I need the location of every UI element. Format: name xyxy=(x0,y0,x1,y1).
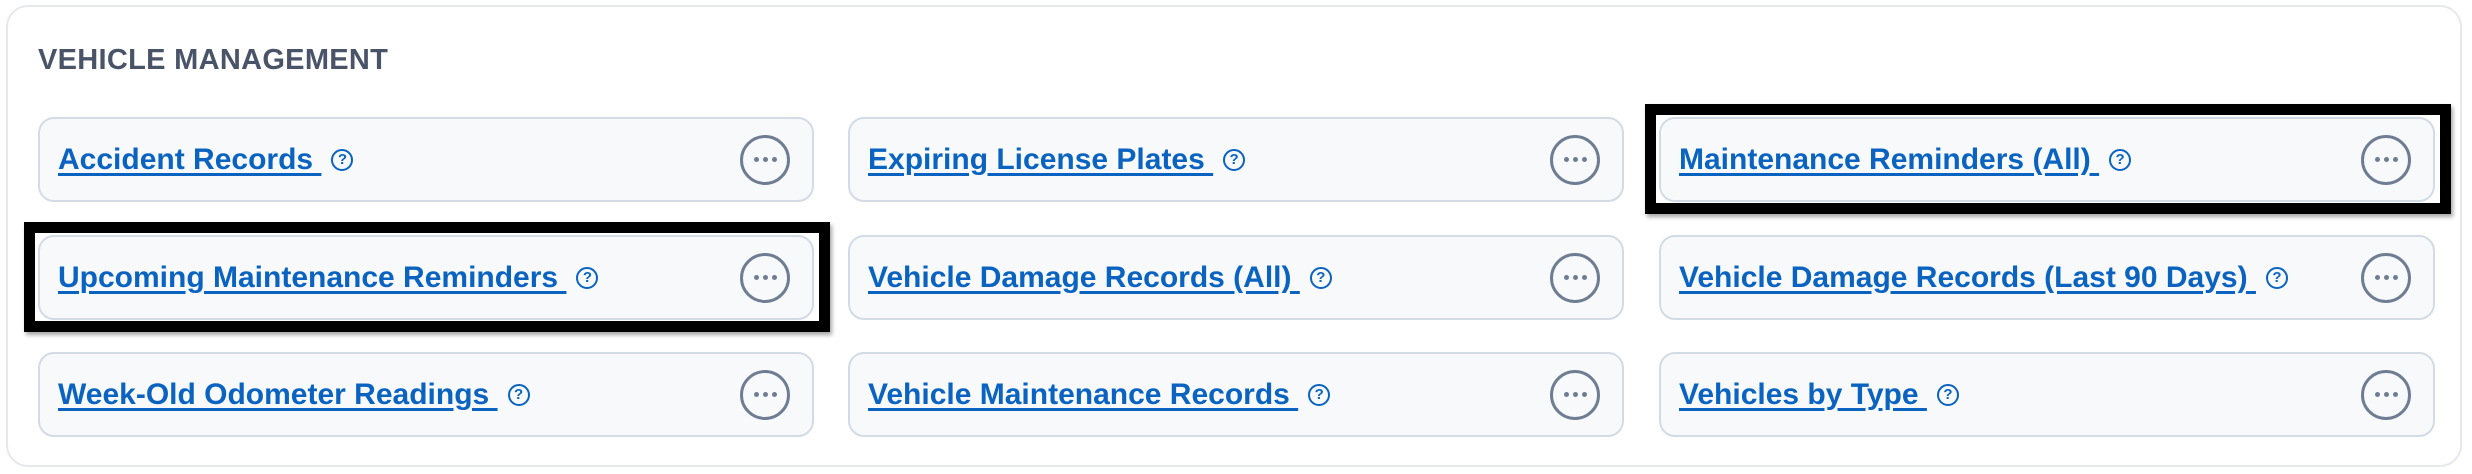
help-icon[interactable]: ? xyxy=(331,148,354,171)
report-card: Vehicles by Type ? xyxy=(1659,352,2435,437)
more-options-button[interactable] xyxy=(2361,134,2411,185)
help-icon[interactable]: ? xyxy=(1308,383,1331,406)
dot xyxy=(1572,275,1578,280)
more-options-button[interactable] xyxy=(2361,252,2411,303)
more-options-button[interactable] xyxy=(1550,369,1600,420)
dot xyxy=(2374,392,2380,397)
more-options-button[interactable] xyxy=(740,369,790,420)
dot xyxy=(1572,157,1578,162)
report-link[interactable]: Week-Old Odometer Readings xyxy=(58,377,498,411)
more-options-button[interactable] xyxy=(1550,134,1600,185)
more-options-button[interactable] xyxy=(740,252,790,303)
report-link[interactable]: Vehicle Damage Records (All) xyxy=(868,260,1300,294)
report-card: Accident Records ? xyxy=(38,117,814,202)
help-icon[interactable]: ? xyxy=(576,266,599,289)
dot xyxy=(1572,392,1578,397)
help-icon[interactable]: ? xyxy=(2109,148,2132,171)
dot xyxy=(753,275,759,280)
dot xyxy=(2374,275,2380,280)
dot xyxy=(2392,392,2398,397)
dot xyxy=(1563,392,1569,397)
report-link[interactable]: Upcoming Maintenance Reminders xyxy=(58,260,567,294)
dot xyxy=(2383,157,2389,162)
dot xyxy=(771,392,777,397)
dot xyxy=(762,392,768,397)
more-options-button[interactable] xyxy=(740,134,790,185)
dot xyxy=(753,392,759,397)
dot xyxy=(1563,157,1569,162)
help-icon[interactable]: ? xyxy=(1309,266,1332,289)
dot xyxy=(2383,392,2389,397)
report-card: Week-Old Odometer Readings ? xyxy=(38,352,814,437)
report-link[interactable]: Maintenance Reminders (All) xyxy=(1679,142,2100,176)
report-link[interactable]: Vehicle Damage Records (Last 90 Days) xyxy=(1679,260,2256,294)
dot xyxy=(1581,157,1587,162)
help-icon[interactable]: ? xyxy=(1223,148,1246,171)
report-card: Upcoming Maintenance Reminders ? xyxy=(38,235,814,320)
report-link[interactable]: Vehicles by Type xyxy=(1679,377,1927,411)
report-card: Vehicle Damage Records (All) ? xyxy=(848,235,1624,320)
dot xyxy=(2383,275,2389,280)
dot xyxy=(771,275,777,280)
help-icon[interactable]: ? xyxy=(2265,266,2288,289)
report-card: Vehicle Maintenance Records ? xyxy=(848,352,1624,437)
dot xyxy=(2392,157,2398,162)
help-icon[interactable]: ? xyxy=(507,383,530,406)
report-link[interactable]: Accident Records xyxy=(58,142,322,176)
dot xyxy=(762,275,768,280)
report-card: Maintenance Reminders (All) ? xyxy=(1659,117,2435,202)
more-options-button[interactable] xyxy=(1550,252,1600,303)
dot xyxy=(1581,275,1587,280)
report-card: Vehicle Damage Records (Last 90 Days) ? xyxy=(1659,235,2435,320)
section-title: VEHICLE MANAGEMENT xyxy=(38,44,389,76)
dot xyxy=(1581,392,1587,397)
dot xyxy=(1563,275,1569,280)
report-card: Expiring License Plates ? xyxy=(848,117,1624,202)
dot xyxy=(762,157,768,162)
more-options-button[interactable] xyxy=(2361,369,2411,420)
dot xyxy=(771,157,777,162)
report-link[interactable]: Vehicle Maintenance Records xyxy=(868,377,1299,411)
report-link[interactable]: Expiring License Plates xyxy=(868,142,1214,176)
dot xyxy=(2374,157,2380,162)
dot xyxy=(2392,275,2398,280)
dot xyxy=(753,157,759,162)
help-icon[interactable]: ? xyxy=(1936,383,1959,406)
